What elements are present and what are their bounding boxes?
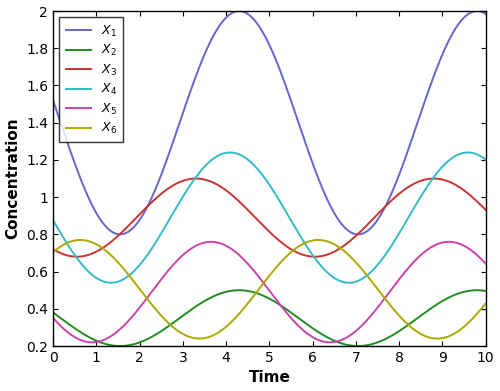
$X_1$: [470, 9, 476, 14]
$X_1$: [355, 232, 361, 237]
Legend: $X_1$, $X_2$, $X_3$, $X_4$, $X_5$, $X_6$: $X_1$, $X_2$, $X_3$, $X_4$, $X_5$, $X_6$: [60, 17, 123, 142]
$X_5$: [261, 281, 267, 286]
$X_1$: [482, 12, 488, 16]
$X_4$: [50, 218, 56, 223]
$X_1$: [470, 9, 476, 14]
$X_4$: [465, 150, 471, 155]
$X_3$: [482, 208, 488, 212]
$X_2$: [50, 310, 56, 315]
$X_4$: [482, 157, 488, 162]
Line: $X_5$: $X_5$: [53, 242, 486, 342]
X-axis label: Time: Time: [248, 370, 290, 386]
$X_6$: [261, 280, 267, 285]
$X_4$: [249, 161, 255, 165]
$X_1$: [50, 98, 56, 103]
$X_2$: [72, 326, 78, 331]
$X_6$: [78, 238, 84, 242]
$X_1$: [72, 162, 78, 167]
$X_5$: [391, 283, 397, 288]
$X_3$: [50, 247, 56, 251]
Line: $X_3$: $X_3$: [53, 179, 486, 257]
Line: $X_4$: $X_4$: [53, 152, 486, 283]
Y-axis label: Concentration: Concentration: [6, 118, 20, 239]
$X_4$: [470, 151, 476, 156]
$X_4$: [260, 174, 266, 179]
$X_3$: [193, 176, 199, 181]
$X_3$: [391, 196, 397, 201]
$X_6$: [470, 315, 476, 320]
$X_2$: [355, 344, 361, 348]
$X_5$: [470, 250, 476, 255]
$X_5$: [470, 249, 476, 254]
$X_3$: [261, 224, 267, 229]
$X_6$: [250, 295, 256, 300]
$X_2$: [482, 289, 488, 293]
$X_5$: [89, 340, 95, 344]
$X_4$: [72, 253, 78, 258]
$X_3$: [470, 196, 476, 200]
$X_2$: [470, 288, 476, 293]
$X_3$: [74, 255, 80, 259]
$X_6$: [470, 316, 476, 320]
$X_1$: [474, 9, 480, 13]
$X_4$: [391, 240, 397, 244]
$X_6$: [50, 250, 56, 255]
Line: $X_1$: $X_1$: [53, 11, 486, 234]
$X_4$: [346, 280, 352, 285]
$X_3$: [470, 196, 476, 201]
Line: $X_6$: $X_6$: [53, 240, 486, 339]
$X_2$: [260, 293, 266, 298]
$X_1$: [260, 31, 266, 36]
$X_2$: [391, 332, 397, 337]
$X_5$: [208, 239, 214, 244]
$X_3$: [72, 254, 78, 259]
$X_5$: [250, 267, 256, 271]
$X_1$: [249, 15, 255, 20]
$X_6$: [72, 238, 78, 243]
$X_5$: [50, 316, 56, 320]
$X_6$: [391, 308, 397, 312]
$X_6$: [196, 336, 202, 341]
$X_5$: [482, 261, 488, 266]
$X_2$: [474, 288, 480, 292]
$X_2$: [470, 288, 476, 293]
$X_3$: [250, 212, 256, 217]
$X_2$: [249, 289, 255, 294]
$X_5$: [72, 335, 78, 340]
$X_4$: [470, 151, 476, 156]
$X_6$: [482, 301, 488, 306]
$X_1$: [391, 186, 397, 190]
Line: $X_2$: $X_2$: [53, 290, 486, 346]
